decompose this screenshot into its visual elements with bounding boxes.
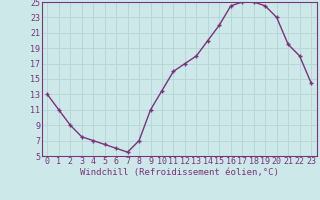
- X-axis label: Windchill (Refroidissement éolien,°C): Windchill (Refroidissement éolien,°C): [80, 168, 279, 177]
